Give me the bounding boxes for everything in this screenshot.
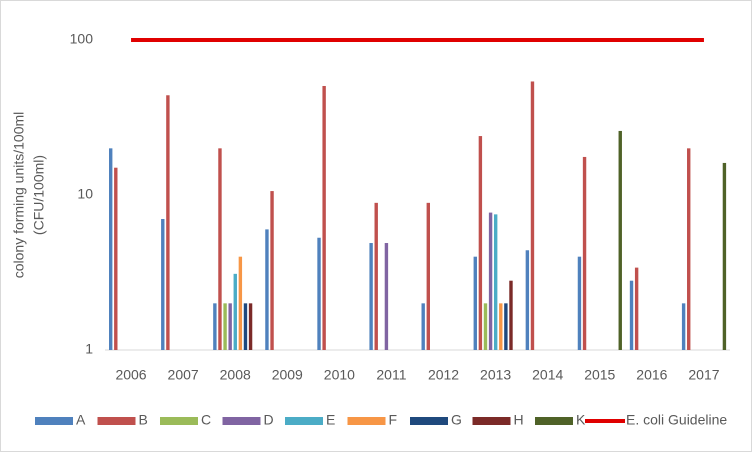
bar (166, 95, 170, 350)
bar (525, 250, 530, 350)
x-tick-label: 2007 (168, 367, 199, 383)
bar (618, 130, 622, 350)
bar (114, 167, 118, 350)
legend-label: E. coli Guideline (626, 412, 727, 428)
bar (493, 214, 498, 350)
x-tick-label: 2006 (115, 367, 146, 383)
bar (421, 303, 425, 350)
x-tick-label: 2015 (584, 367, 615, 383)
bar (629, 280, 634, 350)
bar (248, 303, 253, 350)
bar (384, 243, 389, 350)
bar (233, 273, 237, 350)
y-tick-label: 1 (85, 341, 93, 357)
bar (223, 303, 227, 350)
bar (488, 212, 493, 350)
legend-marker (410, 417, 448, 425)
legend-label: F (389, 412, 398, 428)
y-axis-label: (CFU/100ml) (31, 155, 47, 235)
y-tick-label: 10 (77, 186, 93, 202)
bar (218, 148, 222, 350)
bar (265, 229, 269, 350)
bar (473, 256, 477, 350)
bar (426, 202, 430, 350)
bar (499, 303, 503, 350)
bar (478, 136, 483, 350)
legend-marker (285, 417, 323, 425)
legend-label: E (326, 412, 335, 428)
bar (722, 162, 727, 350)
legend-label: D (264, 412, 274, 428)
x-tick-label: 2008 (220, 367, 251, 383)
legend-marker (535, 417, 573, 425)
bar (483, 303, 488, 350)
x-tick-label: 2011 (376, 367, 406, 383)
legend-marker (160, 417, 198, 425)
legend-marker (347, 417, 386, 425)
legend-label: C (201, 412, 211, 428)
legend-label: G (451, 412, 462, 428)
bar (317, 237, 321, 350)
x-tick-label: 2012 (428, 367, 459, 383)
bar (322, 85, 326, 350)
legend-marker (222, 417, 261, 425)
legend-label: H (514, 412, 524, 428)
bar (504, 303, 508, 350)
x-tick-label: 2014 (532, 367, 563, 383)
legend-label: K (576, 412, 586, 428)
bar (634, 267, 639, 350)
bar (243, 303, 248, 350)
x-tick-label: 2013 (480, 367, 511, 383)
bar (161, 219, 165, 350)
bar (213, 303, 217, 350)
legend-label: A (76, 412, 86, 428)
bar (582, 156, 587, 350)
legend-marker (35, 417, 73, 425)
legend-label: B (139, 412, 148, 428)
bar (509, 280, 513, 350)
bar (530, 81, 535, 350)
x-tick-label: 2010 (324, 367, 355, 383)
bar (109, 148, 113, 350)
x-tick-label: 2017 (688, 367, 719, 383)
bar (681, 303, 686, 350)
bar (374, 202, 378, 350)
bar (270, 191, 274, 350)
bar (687, 148, 691, 350)
legend-marker (97, 417, 136, 425)
y-tick-label: 100 (70, 31, 94, 47)
bar (577, 256, 582, 350)
bar (238, 256, 243, 350)
legend-marker (472, 417, 511, 425)
y-axis-label: colony forming units/100ml (11, 112, 27, 279)
x-tick-label: 2009 (272, 367, 303, 383)
x-tick-label: 2016 (636, 367, 667, 383)
bar (228, 303, 232, 350)
bar (369, 243, 373, 350)
